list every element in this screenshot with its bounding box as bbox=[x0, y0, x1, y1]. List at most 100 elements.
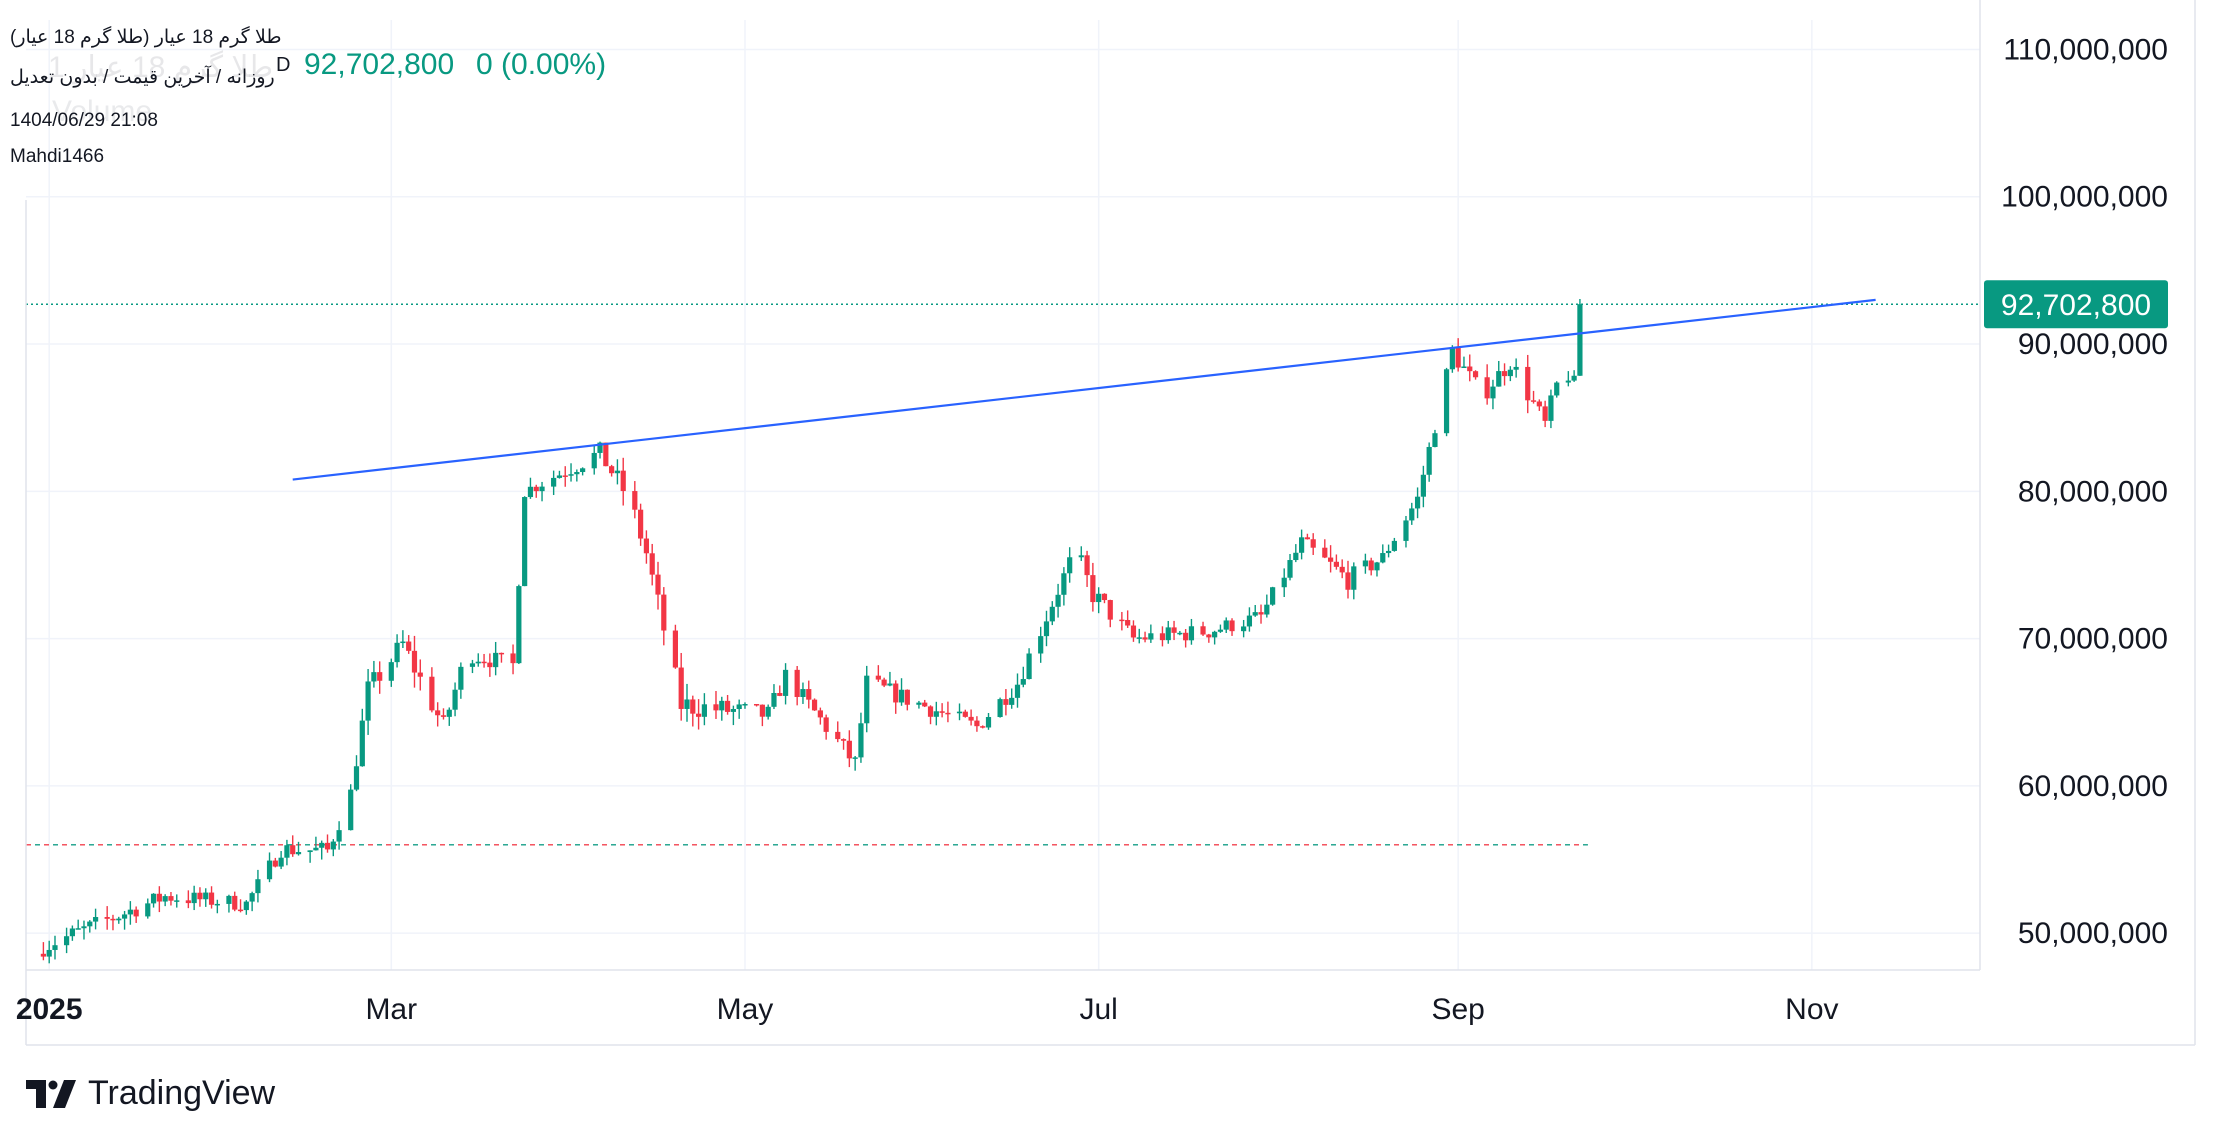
candle-body bbox=[359, 720, 365, 767]
candle-body bbox=[510, 653, 516, 664]
candle-body bbox=[1090, 575, 1096, 603]
candle-body bbox=[237, 909, 244, 912]
candle-body bbox=[208, 892, 215, 905]
candle-body bbox=[1264, 604, 1270, 615]
candle-body bbox=[1548, 395, 1554, 421]
candle-body bbox=[411, 650, 418, 673]
candle-body bbox=[690, 699, 696, 714]
candle-body bbox=[1351, 566, 1357, 590]
candle-body bbox=[330, 841, 336, 850]
candle-body bbox=[684, 699, 690, 709]
candle-body bbox=[835, 731, 841, 740]
candle-body bbox=[1385, 550, 1392, 554]
candle-body bbox=[881, 679, 887, 686]
symbol-title[interactable]: طلا گرم 18 عیار (طلا گرم 18 عیار) bbox=[10, 27, 282, 48]
x-tick-label: 2025 bbox=[16, 993, 83, 1026]
candle-body bbox=[1322, 547, 1328, 558]
candle-body bbox=[1525, 366, 1531, 401]
candle-body bbox=[817, 710, 823, 718]
grid-lines bbox=[26, 20, 1980, 970]
candle-body bbox=[168, 896, 174, 901]
candle-body bbox=[1299, 537, 1305, 553]
y-tick-label: 110,000,000 bbox=[2003, 33, 2168, 66]
candle-body bbox=[1414, 496, 1421, 509]
candle-body bbox=[1501, 371, 1508, 377]
candle-body bbox=[1026, 653, 1032, 680]
candle-body bbox=[1391, 540, 1397, 551]
author-name[interactable]: Mahdi1466 bbox=[10, 146, 105, 167]
candle-body bbox=[875, 675, 881, 680]
candlesticks bbox=[40, 298, 1583, 964]
candle-body bbox=[898, 689, 905, 703]
candle-body bbox=[278, 857, 284, 867]
candle-body bbox=[1177, 632, 1183, 635]
candle-body bbox=[452, 689, 458, 710]
candle-body bbox=[1513, 366, 1519, 370]
trendlines[interactable] bbox=[292, 298, 1876, 481]
candle-body bbox=[284, 845, 290, 858]
candle-body bbox=[916, 702, 922, 705]
candle-body bbox=[1374, 562, 1380, 571]
candle-body bbox=[145, 903, 151, 917]
candle-body bbox=[313, 847, 319, 851]
candle-body bbox=[719, 700, 725, 711]
candle-body bbox=[985, 717, 992, 728]
candle-body bbox=[858, 723, 864, 758]
candle-body bbox=[1136, 637, 1142, 639]
candle-body bbox=[597, 442, 603, 453]
axes bbox=[25, 0, 2196, 1046]
candle-body bbox=[1420, 474, 1426, 497]
candle-body bbox=[695, 713, 702, 717]
candle-body bbox=[759, 704, 765, 717]
candle-body bbox=[348, 789, 354, 831]
candle-body bbox=[1368, 560, 1374, 571]
candle-body bbox=[777, 692, 783, 696]
candle-body bbox=[922, 702, 928, 707]
candle-body bbox=[980, 726, 986, 728]
candle-body bbox=[1252, 612, 1258, 616]
price-tag-label: 92,702,800 bbox=[2001, 289, 2151, 322]
candle-body bbox=[1061, 573, 1067, 595]
candle-body bbox=[475, 661, 481, 664]
candle-body bbox=[713, 704, 719, 711]
y-tick-label: 100,000,000 bbox=[2001, 181, 2168, 214]
candle-body bbox=[1455, 348, 1461, 368]
candle-body bbox=[1380, 553, 1386, 563]
candle-body bbox=[736, 704, 742, 710]
candle-body bbox=[533, 486, 539, 492]
x-tick-label: Nov bbox=[1785, 993, 1838, 1026]
candle-body bbox=[782, 669, 789, 696]
candle-body bbox=[1426, 446, 1432, 475]
candle-body bbox=[388, 662, 394, 681]
last-price: 92,702,800 bbox=[304, 48, 455, 81]
candle-body bbox=[800, 689, 806, 697]
candle-body bbox=[377, 672, 383, 681]
candle-body bbox=[1229, 620, 1235, 632]
candle-body bbox=[1443, 369, 1450, 434]
candle-body bbox=[1241, 626, 1247, 632]
candle-body bbox=[574, 472, 580, 475]
trendline[interactable] bbox=[292, 298, 1876, 481]
candle-body bbox=[823, 717, 829, 732]
candle-body bbox=[104, 917, 110, 919]
market-status-icon: D bbox=[276, 54, 291, 76]
candle-body bbox=[394, 642, 400, 663]
candle-body bbox=[446, 709, 452, 717]
candle-body bbox=[806, 689, 812, 700]
candle-body bbox=[1206, 634, 1212, 638]
x-tick-label: Jul bbox=[1079, 993, 1117, 1026]
candle-body bbox=[1409, 508, 1415, 521]
tradingview-logo-icon bbox=[26, 1079, 76, 1108]
candle-body bbox=[516, 586, 522, 664]
candle-body bbox=[1403, 520, 1409, 541]
price-tag[interactable] bbox=[1984, 280, 2168, 329]
candle-body bbox=[562, 475, 568, 477]
candle-body bbox=[997, 699, 1003, 718]
tradingview-brand[interactable]: TradingView bbox=[26, 1074, 275, 1113]
candle-body bbox=[614, 470, 621, 474]
horizontal-levels bbox=[26, 303, 1980, 846]
candle-body bbox=[87, 921, 93, 927]
candle-body bbox=[974, 720, 980, 727]
axis-labels: 50,000,000 60,000,000 70,000,000 80,000,000… bbox=[16, 33, 2168, 1026]
